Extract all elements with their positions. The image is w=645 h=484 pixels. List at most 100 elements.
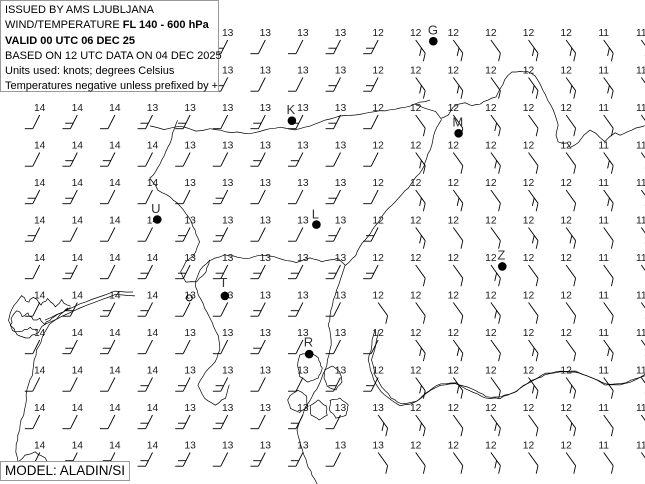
svg-text:13: 13 (184, 216, 196, 227)
svg-text:14: 14 (34, 441, 46, 452)
svg-text:13: 13 (260, 403, 272, 414)
svg-text:12: 12 (410, 28, 422, 39)
svg-text:12: 12 (485, 253, 497, 264)
svg-text:13: 13 (297, 28, 309, 39)
svg-text:13: 13 (335, 291, 347, 302)
svg-text:13: 13 (260, 216, 272, 227)
svg-text:12: 12 (523, 28, 535, 39)
svg-text:R: R (304, 335, 313, 350)
svg-text:13: 13 (335, 66, 347, 77)
svg-text:12: 12 (523, 178, 535, 189)
svg-text:12: 12 (410, 66, 422, 77)
svg-text:13: 13 (184, 403, 196, 414)
svg-text:11: 11 (636, 291, 645, 302)
svg-text:12: 12 (448, 216, 460, 227)
svg-text:12: 12 (560, 103, 572, 114)
svg-text:13: 13 (184, 441, 196, 452)
svg-text:13: 13 (297, 178, 309, 189)
svg-text:13: 13 (297, 366, 309, 377)
svg-text:14: 14 (109, 141, 121, 152)
svg-text:13: 13 (335, 441, 347, 452)
svg-text:12: 12 (560, 366, 572, 377)
svg-text:12: 12 (485, 216, 497, 227)
svg-text:13: 13 (222, 328, 234, 339)
svg-text:14: 14 (109, 441, 121, 452)
svg-text:12: 12 (448, 141, 460, 152)
svg-text:11: 11 (636, 141, 645, 152)
svg-text:12: 12 (485, 441, 497, 452)
svg-text:11: 11 (636, 403, 645, 414)
svg-text:13: 13 (260, 178, 272, 189)
svg-text:14: 14 (147, 253, 159, 264)
svg-text:12: 12 (560, 253, 572, 264)
svg-text:14: 14 (34, 328, 46, 339)
svg-text:12: 12 (560, 328, 572, 339)
svg-text:13: 13 (335, 141, 347, 152)
svg-text:12: 12 (372, 178, 384, 189)
svg-text:11: 11 (636, 66, 645, 77)
svg-text:12: 12 (410, 441, 422, 452)
svg-text:13: 13 (335, 328, 347, 339)
svg-text:14: 14 (34, 366, 46, 377)
svg-text:13: 13 (297, 253, 309, 264)
svg-text:13: 13 (260, 141, 272, 152)
svg-text:13: 13 (260, 328, 272, 339)
svg-text:11: 11 (598, 441, 609, 452)
svg-text:12: 12 (523, 216, 535, 227)
svg-text:14: 14 (34, 403, 46, 414)
svg-text:12: 12 (523, 366, 535, 377)
svg-text:13: 13 (184, 291, 196, 302)
svg-text:U: U (151, 201, 160, 216)
svg-text:12: 12 (560, 216, 572, 227)
svg-text:13: 13 (222, 366, 234, 377)
svg-text:14: 14 (72, 366, 84, 377)
svg-text:14: 14 (34, 178, 46, 189)
svg-text:13: 13 (222, 28, 234, 39)
svg-text:11: 11 (598, 103, 609, 114)
svg-text:13: 13 (297, 441, 309, 452)
svg-text:12: 12 (523, 141, 535, 152)
svg-text:11: 11 (598, 28, 609, 39)
svg-text:12: 12 (448, 403, 460, 414)
svg-text:12: 12 (448, 366, 460, 377)
svg-text:14: 14 (147, 291, 159, 302)
svg-text:12: 12 (448, 441, 460, 452)
svg-text:13: 13 (260, 441, 272, 452)
svg-text:12: 12 (448, 103, 460, 114)
svg-text:13: 13 (260, 28, 272, 39)
svg-text:11: 11 (636, 216, 645, 227)
svg-text:13: 13 (184, 328, 196, 339)
svg-text:12: 12 (372, 28, 384, 39)
svg-text:14: 14 (72, 178, 84, 189)
svg-text:12: 12 (372, 253, 384, 264)
svg-text:12: 12 (448, 253, 460, 264)
svg-text:14: 14 (147, 441, 159, 452)
svg-text:14: 14 (72, 441, 84, 452)
svg-text:13: 13 (335, 28, 347, 39)
svg-text:12: 12 (372, 141, 384, 152)
svg-text:12: 12 (560, 291, 572, 302)
svg-text:13: 13 (260, 291, 272, 302)
svg-text:13: 13 (184, 178, 196, 189)
svg-text:13: 13 (335, 178, 347, 189)
svg-text:14: 14 (72, 141, 84, 152)
svg-text:11: 11 (636, 28, 645, 39)
svg-text:12: 12 (523, 103, 535, 114)
svg-text:13: 13 (184, 141, 196, 152)
svg-text:12: 12 (372, 291, 384, 302)
svg-text:T: T (220, 275, 228, 290)
svg-text:M: M (452, 114, 463, 129)
svg-text:12: 12 (410, 366, 422, 377)
svg-text:12: 12 (410, 403, 422, 414)
svg-text:14: 14 (72, 253, 84, 264)
svg-text:11: 11 (598, 253, 609, 264)
svg-text:13: 13 (335, 103, 347, 114)
svg-text:12: 12 (523, 403, 535, 414)
svg-text:14: 14 (109, 178, 121, 189)
svg-text:11: 11 (598, 291, 609, 302)
svg-text:12: 12 (485, 141, 497, 152)
svg-text:11: 11 (598, 178, 609, 189)
svg-text:11: 11 (636, 328, 645, 339)
svg-text:13: 13 (147, 103, 159, 114)
svg-text:13: 13 (297, 66, 309, 77)
